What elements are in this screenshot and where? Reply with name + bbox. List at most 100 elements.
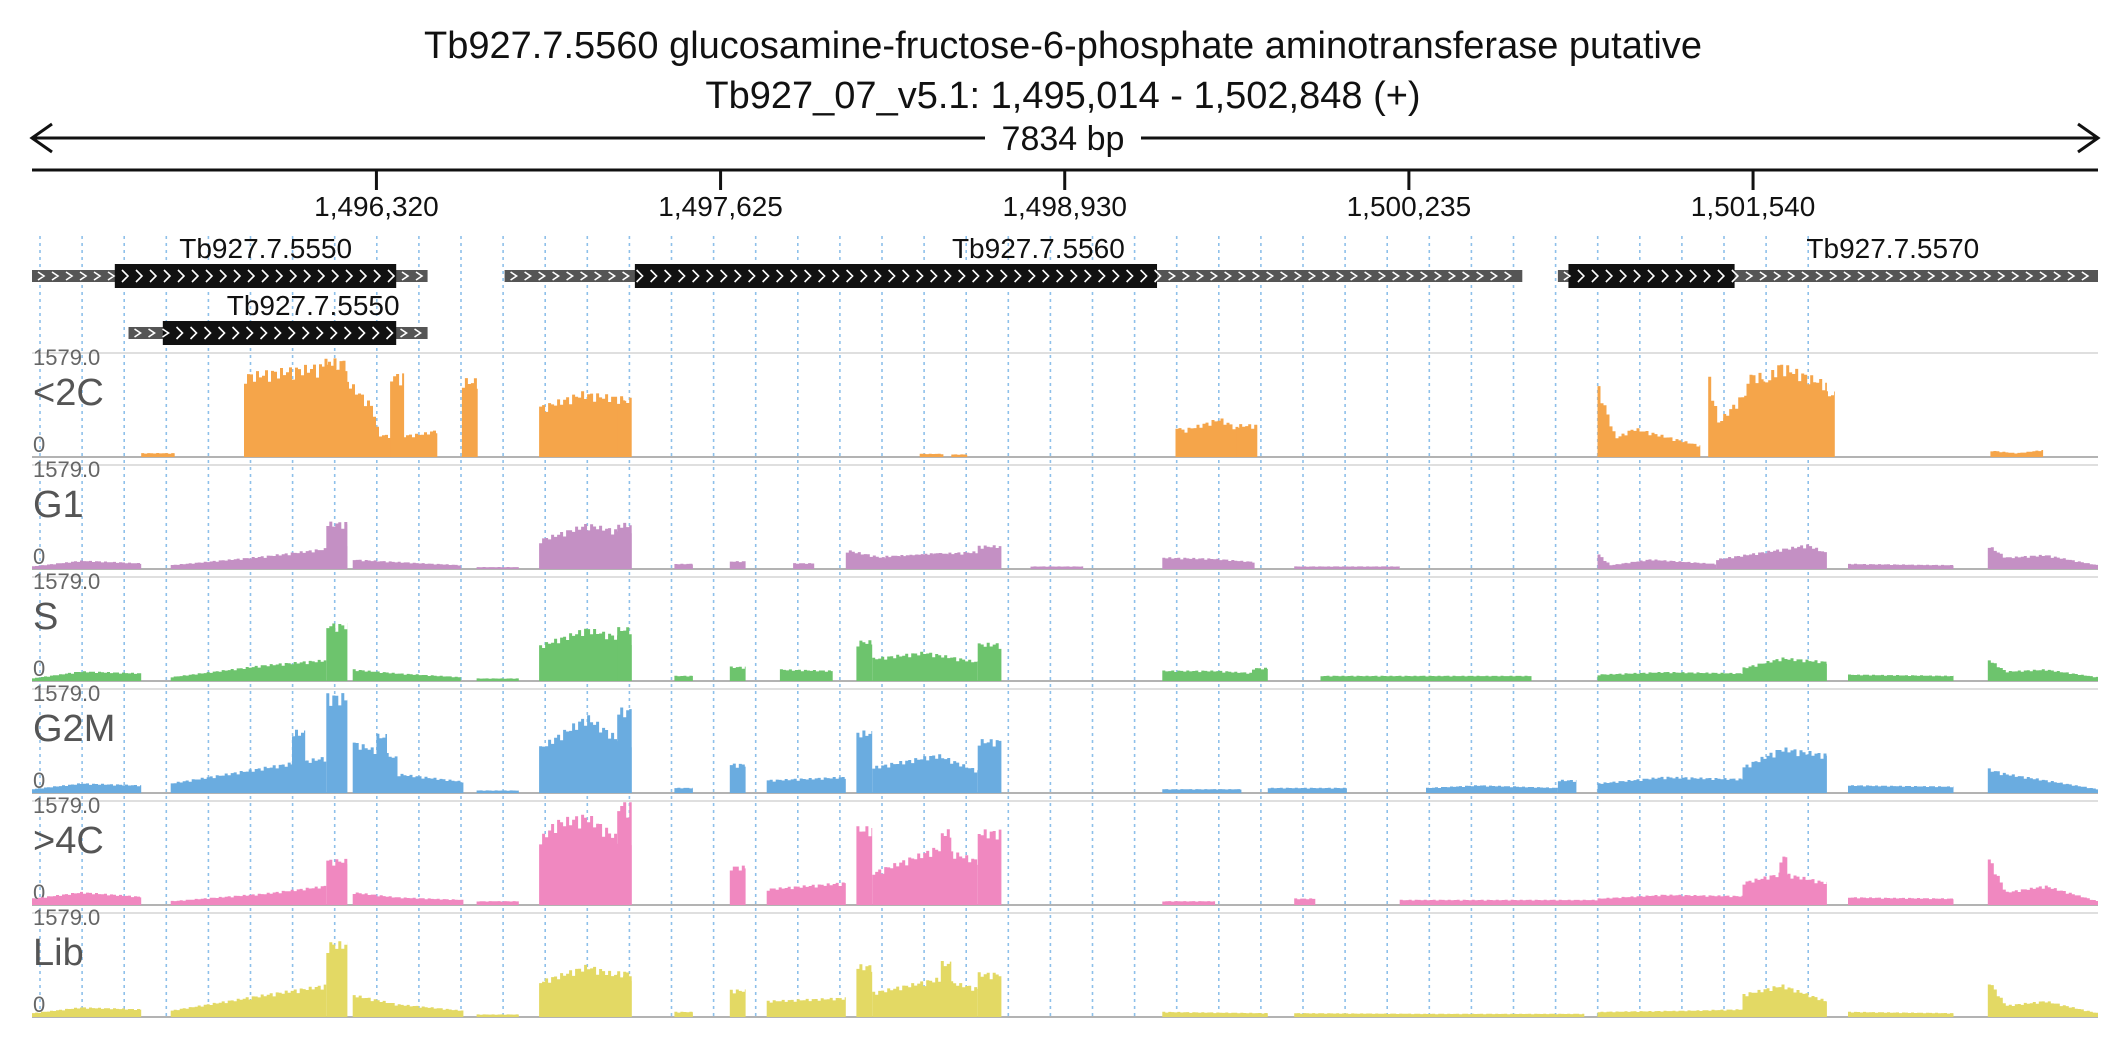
coverage-area — [461, 378, 478, 457]
coverage-area — [324, 358, 348, 457]
coverage-area — [856, 964, 873, 1017]
coverage-area — [919, 453, 944, 457]
coverage-area — [397, 773, 464, 793]
coverage-area — [476, 567, 519, 569]
coverage-area — [1030, 566, 1084, 569]
track-max-label: 1579.0 — [33, 905, 100, 930]
coverage-area — [1708, 364, 1827, 457]
coverage-area — [1597, 776, 1743, 793]
coverage-area — [766, 777, 846, 793]
strand-arrows — [134, 326, 422, 340]
track-zero-label: 0 — [33, 432, 45, 457]
coverage-area — [1848, 563, 1954, 569]
coverage-track: 1579.00>4C — [32, 793, 2098, 906]
gene-model[interactable]: Tb927.7.5560 — [504, 233, 1523, 288]
gene-label: Tb927.7.5570 — [1806, 233, 1979, 264]
cds-bar — [634, 264, 1158, 288]
coverage-area — [1252, 667, 1268, 681]
coverage-area — [1162, 901, 1216, 905]
coverage-area — [872, 977, 978, 1017]
coverage-area — [1597, 1009, 1743, 1017]
gene-label: Tb927.7.5560 — [952, 233, 1125, 264]
coverage-area — [1236, 424, 1258, 457]
coverage-area — [326, 623, 348, 681]
coverage-area — [170, 659, 327, 681]
track-max-label: 1579.0 — [33, 457, 100, 482]
coverage-area — [674, 675, 693, 681]
coverage-area — [292, 729, 306, 793]
coverage-track: 1579.0 0 Lib — [32, 905, 2098, 1018]
track-name: G1 — [33, 484, 84, 526]
coverage-track: 1579.0 0 <2C — [32, 345, 2098, 458]
span-label: 7834 bp — [1002, 120, 1125, 158]
coverage-area — [872, 754, 978, 793]
coverage-area — [951, 454, 968, 457]
coverage-area — [729, 989, 746, 1017]
coverage-area — [1987, 984, 2098, 1017]
gene-track: Tb927.7.5550 Tb927.7.5560 Tb927.7.5570 Tb92… — [32, 233, 2098, 345]
coverage-track: 1579.0 0 S — [32, 569, 2098, 682]
coverage-area — [170, 984, 327, 1017]
cds-bar — [114, 264, 397, 288]
gene-model[interactable]: Tb927.7.5550 — [128, 290, 428, 345]
coverage-area — [1597, 386, 1701, 457]
coverage-area — [766, 882, 846, 905]
coverage-area — [617, 971, 632, 1017]
coverage-area — [1742, 657, 1827, 681]
coverage-area — [940, 961, 952, 1017]
coverage-area — [1742, 984, 1827, 1017]
coverage-area — [729, 561, 746, 569]
coverage-area — [539, 964, 632, 1017]
coverage-track: 1579.0 0 G2M — [32, 681, 2098, 794]
coverage-area — [856, 730, 873, 793]
coverage-area — [729, 763, 746, 793]
coverage-area — [352, 892, 464, 905]
coverage-area — [1848, 674, 1954, 681]
x-tick-label: 1,498,930 — [1002, 191, 1127, 222]
coverage-area — [1294, 1013, 1585, 1017]
coverage-area — [1162, 670, 1258, 681]
coverage-area — [1990, 450, 2044, 457]
coverage-area — [1987, 859, 2098, 905]
coverage-area — [1162, 557, 1255, 569]
coverage-area — [1987, 768, 2098, 793]
coverage-area — [617, 802, 632, 905]
coverage-area — [539, 814, 632, 905]
coverage-area — [1175, 418, 1242, 457]
coverage-area — [729, 666, 746, 681]
coverage-area — [1320, 675, 1532, 681]
coverage-area — [352, 995, 464, 1017]
x-tick-label: 1,496,320 — [314, 191, 439, 222]
coverage-area — [539, 715, 632, 793]
coverage-area — [977, 829, 1002, 905]
track-max-label: 1579.0 — [33, 345, 100, 370]
gene-model[interactable]: Tb927.7.5570 — [1557, 233, 2098, 288]
coverage-area — [1162, 1011, 1268, 1017]
x-tick-label: 1,501,540 — [1691, 191, 1816, 222]
coverage-area — [326, 521, 348, 569]
coverage-area — [326, 693, 348, 793]
coverage-area — [977, 642, 1002, 681]
coverage-area — [476, 678, 519, 681]
coverage-area — [32, 671, 142, 681]
span-arrow: 7834 bp — [29, 120, 2101, 158]
cds-bar — [1568, 264, 1735, 288]
track-name: <2C — [33, 372, 104, 414]
coverage-area — [539, 524, 632, 569]
coverage-area — [1987, 660, 2098, 681]
coverage-area — [1597, 554, 1717, 569]
strand-arrows — [37, 269, 424, 283]
gene-model[interactable]: Tb927.7.5550 — [32, 233, 428, 288]
coverage-area — [674, 1011, 693, 1017]
gene-label: Tb927.7.5550 — [227, 290, 400, 321]
track-zero-label: 0 — [33, 992, 45, 1017]
coverage-area — [885, 550, 991, 569]
coverage-area — [539, 391, 626, 457]
track-max-label: 1579.0 — [33, 681, 100, 706]
coverage-area — [1746, 372, 1764, 457]
coverage-area — [1399, 899, 1598, 905]
coverage-tracks: 1579.00<2C1579.00G11579.00S1579.00G2M157… — [32, 345, 2098, 1018]
coverage-area — [674, 563, 693, 569]
chart-subtitle: Tb927_07_v5.1: 1,495,014 - 1,502,848 (+) — [705, 75, 1420, 117]
